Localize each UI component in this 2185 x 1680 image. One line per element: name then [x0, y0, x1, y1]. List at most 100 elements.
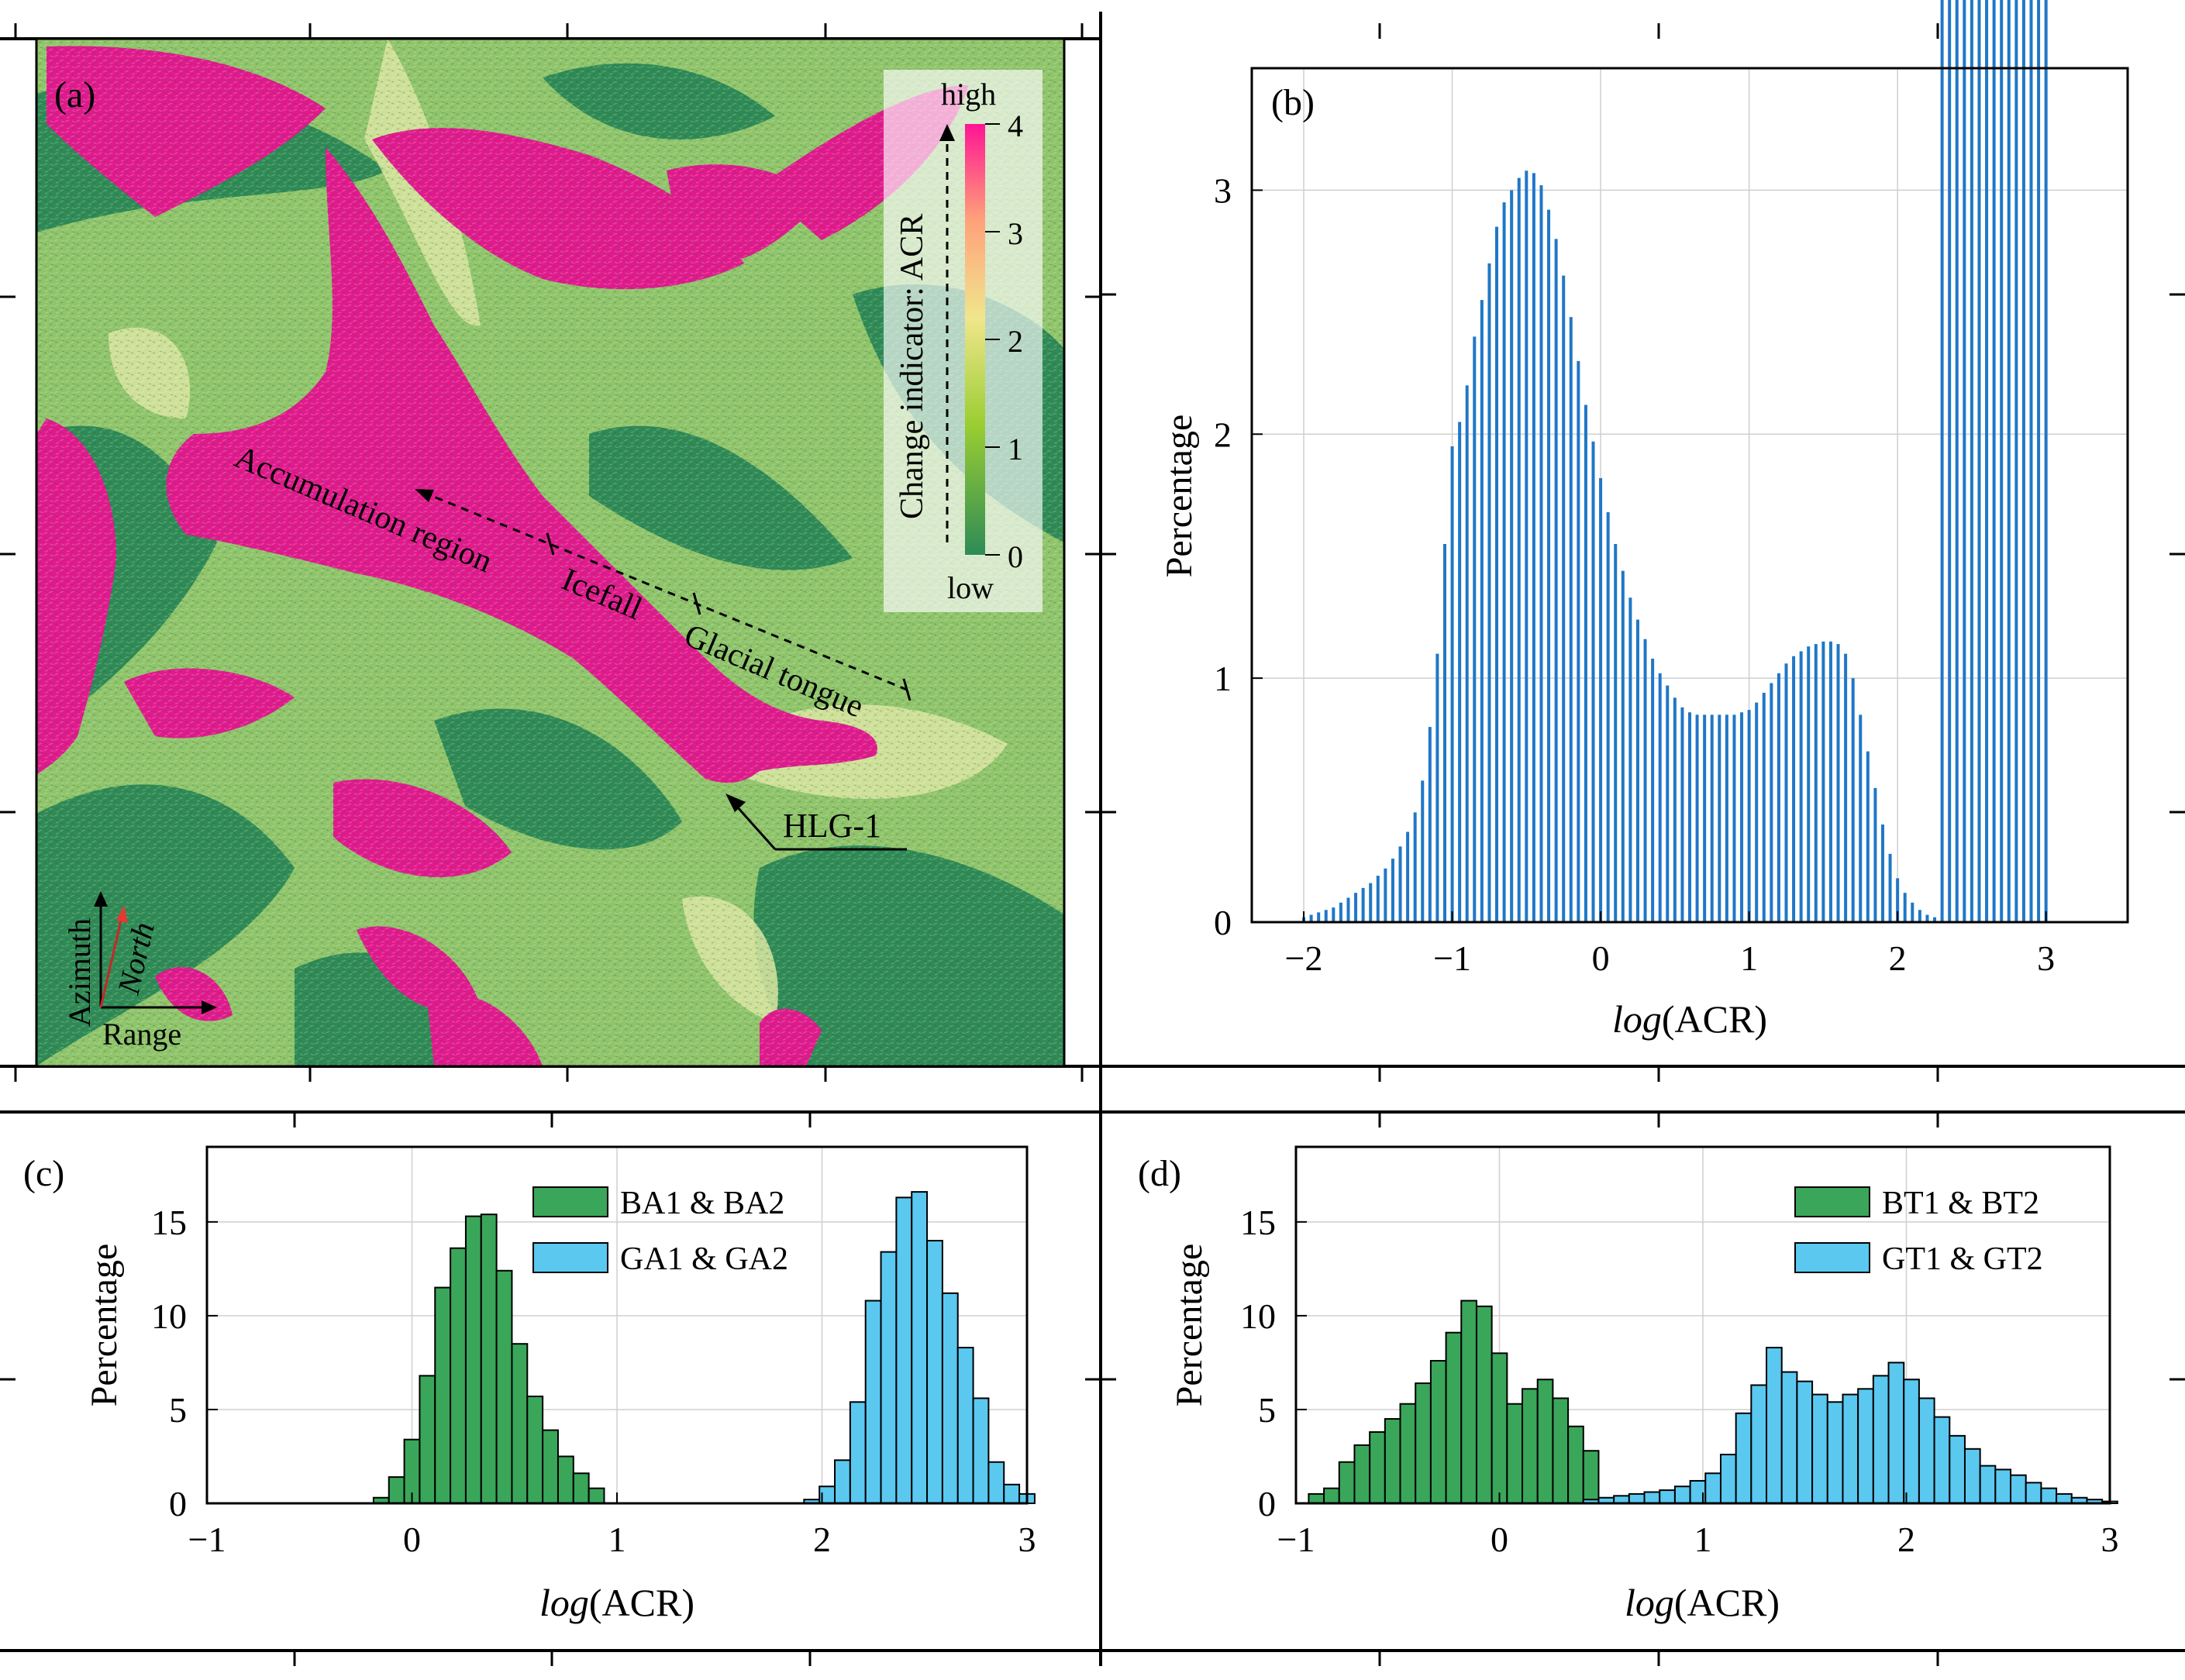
panel-d-bars: [1308, 1300, 2118, 1505]
c-bar-series-0: [511, 1343, 529, 1505]
c-bar-series-0: [434, 1286, 452, 1505]
c-bar-series-1: [941, 1292, 959, 1505]
legend-swatch-bt: [1794, 1186, 1870, 1217]
d-bar-series-1: [1735, 1412, 1752, 1504]
d-bar-series-0: [1491, 1352, 1508, 1504]
b-ytick-label-2: 2: [1214, 415, 1232, 454]
d-bar-series-1: [1872, 1375, 1890, 1504]
panel-c-legend: BA1 & BA2 GA1 & GA2: [532, 1186, 788, 1277]
d-bar-series-1: [1949, 1434, 1966, 1505]
d-bar-series-1: [1766, 1347, 1783, 1504]
d-ytick-label-3: 15: [1240, 1203, 1276, 1242]
d-bar-series-1: [1811, 1393, 1828, 1505]
colorbar: high low 4 3 2 1 0 Change indicator: ACR: [884, 70, 1043, 612]
panel-b-histogram: −2 −1 0 1 2 3 0 1 2 3 (b) Percentage log(ACR): [1159, 0, 2129, 1041]
c-bar-series-0: [480, 1214, 498, 1504]
c-bar-series-0: [526, 1396, 544, 1504]
d-bar-series-1: [1643, 1491, 1661, 1504]
d-bar-series-1: [1903, 1379, 1920, 1505]
d-bar-series-0: [1567, 1425, 1584, 1504]
c-bar-series-1: [911, 1191, 929, 1504]
d-bar-series-0: [1506, 1403, 1524, 1504]
d-bar-series-0: [1338, 1461, 1356, 1504]
d-bar-series-0: [1475, 1305, 1493, 1504]
b-ytick-label-0: 0: [1214, 903, 1232, 942]
panel-d-xlabel: log(ACR): [1625, 1581, 1780, 1624]
c-bar-series-0: [588, 1487, 605, 1505]
c-bar-series-1: [1003, 1483, 1021, 1504]
legend-swatch-ga: [532, 1242, 608, 1273]
d-bar-series-1: [1979, 1465, 1997, 1505]
b-xtick-label-3: 1: [1740, 938, 1758, 978]
d-bar-series-0: [1582, 1450, 1600, 1505]
c-bar-series-0: [495, 1269, 513, 1504]
d-bar-series-0: [1384, 1418, 1401, 1504]
d-xtick-label-1: 0: [1491, 1520, 1508, 1559]
colorbar-tick-4: 4: [1008, 108, 1023, 143]
d-xtick-label-0: −1: [1277, 1520, 1315, 1559]
colorbar-low-label: low: [947, 570, 994, 605]
d-bar-series-1: [2056, 1492, 2073, 1505]
legend-label-ba: BA1 & BA2: [620, 1186, 784, 1221]
d-bar-series-1: [2040, 1487, 2058, 1505]
c-bar-series-1: [849, 1401, 867, 1505]
d-bar-series-1: [1673, 1485, 1691, 1505]
c-bar-series-0: [557, 1455, 574, 1504]
c-xtick-label-4: 3: [1018, 1520, 1036, 1559]
d-bar-series-1: [2010, 1474, 2027, 1504]
d-xtick-label-4: 3: [2101, 1520, 2119, 1559]
panel-a-map: (a) high low 4 3 2 1 0 Change indicator:…: [35, 37, 1066, 1068]
d-bar-series-1: [2025, 1482, 2042, 1504]
c-xtick-label-2: 1: [608, 1520, 626, 1559]
colorbar-title: Change indicator: ACR: [894, 214, 930, 519]
d-bar-series-1: [1918, 1397, 1935, 1504]
d-xtick-label-2: 1: [1694, 1520, 1712, 1559]
d-bar-series-1: [1826, 1401, 1844, 1505]
d-bar-series-0: [1429, 1360, 1447, 1504]
c-bar-series-0: [388, 1476, 405, 1504]
colorbar-arrowhead-icon: [939, 124, 955, 141]
d-ytick-label-1: 5: [1258, 1390, 1276, 1430]
panel-c-label: (c): [23, 1153, 64, 1194]
c-bar-series-1: [880, 1251, 898, 1505]
b-xtick-label-2: 0: [1592, 938, 1610, 978]
c-bar-series-1: [834, 1459, 851, 1505]
glacier-id-arrowhead-icon: [725, 794, 746, 812]
legend-label-gt: GT1 & GT2: [1882, 1241, 2043, 1277]
d-bar-series-1: [1719, 1454, 1737, 1504]
colorbar-tick-1: 1: [1008, 432, 1023, 466]
d-bar-series-1: [1750, 1384, 1768, 1504]
panel-d-label: (d): [1138, 1153, 1181, 1194]
glacier-id-label: HLG-1: [783, 807, 881, 845]
d-ytick-label-2: 10: [1240, 1296, 1276, 1336]
b-xtick-label-1: −1: [1433, 938, 1471, 978]
panel-b-label: (b): [1271, 82, 1315, 123]
colorbar-backdrop: [884, 70, 1043, 612]
d-bar-series-1: [1842, 1393, 1859, 1505]
panel-b-xlabel: log(ACR): [1612, 997, 1767, 1041]
c-bar-series-1: [895, 1196, 913, 1504]
c-bar-series-0: [419, 1375, 436, 1504]
d-bar-series-1: [1780, 1371, 1798, 1505]
panel-d-legend: BT1 & BT2 GT1 & GT2: [1794, 1186, 2043, 1277]
d-bar-series-1: [1963, 1448, 1981, 1504]
colorbar-tick-3: 3: [1008, 216, 1023, 251]
d-bar-series-0: [1369, 1431, 1386, 1504]
profile-arrowhead-icon: [415, 489, 434, 502]
legend-label-ga: GA1 & GA2: [620, 1241, 788, 1277]
compass-range-label: Range: [102, 1017, 181, 1052]
b-xtick-label-0: −2: [1285, 938, 1323, 978]
d-bar-series-1: [1933, 1416, 1951, 1505]
panel-c-xlabel: log(ACR): [539, 1581, 694, 1624]
d-bar-series-0: [1308, 1492, 1325, 1505]
d-bar-series-1: [1659, 1489, 1676, 1504]
c-ytick-label-1: 5: [169, 1390, 187, 1430]
b-xtick-label-4: 2: [1889, 938, 1907, 978]
d-bar-series-0: [1323, 1487, 1340, 1505]
c-ytick-label-3: 15: [151, 1203, 187, 1242]
d-bar-series-1: [1887, 1362, 1905, 1504]
panel-b-axes-box: [1250, 67, 2129, 924]
